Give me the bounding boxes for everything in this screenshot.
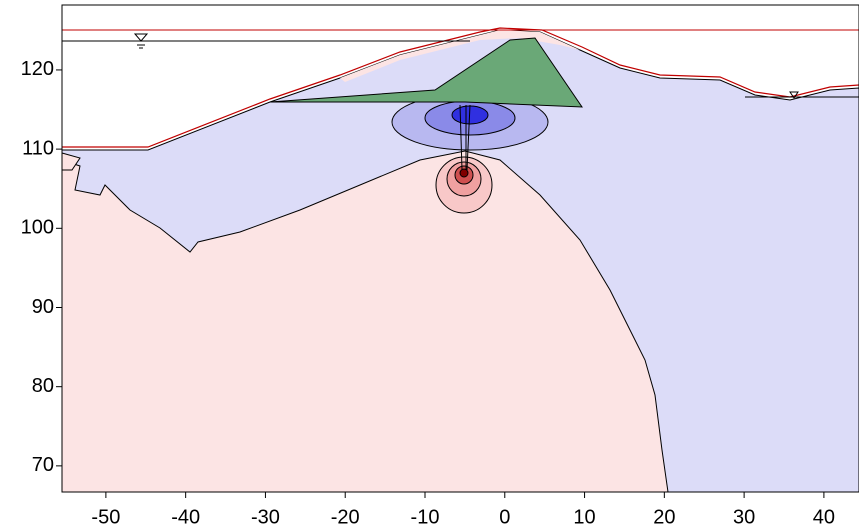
x-tick-label: -20	[331, 506, 360, 528]
y-tick-label: 70	[32, 454, 54, 476]
x-tick-label: 40	[813, 506, 835, 528]
chart: -50 -40 -30 -20 -10 0 10 20 30 40 70 80 90 100 110 120	[0, 0, 859, 532]
x-tick-label: -30	[251, 506, 280, 528]
plot-layers	[62, 5, 859, 492]
page: -50-40-30-20-10010203040708090100110120 …	[0, 0, 859, 532]
y-tick-label: 100	[21, 217, 54, 239]
x-tick-label: -50	[91, 506, 120, 528]
x-tick-label: -10	[411, 506, 440, 528]
x-tick-label: 10	[573, 506, 595, 528]
x-tick-label: -40	[171, 506, 200, 528]
y-tick-label: 120	[21, 58, 54, 80]
y-tick-label: 80	[32, 375, 54, 397]
x-tick-label: 20	[653, 506, 675, 528]
contour	[460, 169, 468, 177]
y-tick-label: 90	[32, 296, 54, 318]
x-tick-label: 30	[733, 506, 755, 528]
y-tick-label: 110	[22, 137, 54, 159]
x-tick-label: 0	[499, 506, 510, 528]
